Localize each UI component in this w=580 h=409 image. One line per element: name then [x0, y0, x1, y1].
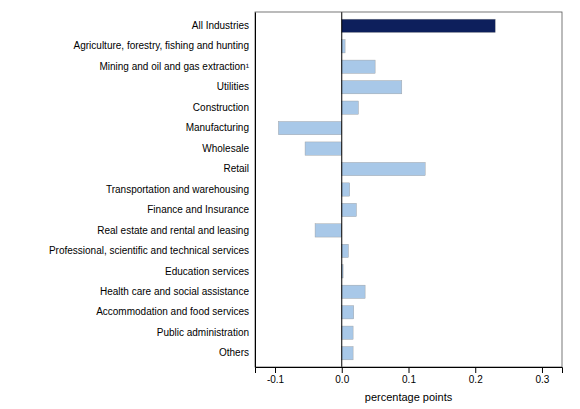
y-tick: Wholesale [202, 143, 255, 154]
y-tick-label: All Industries [192, 20, 249, 31]
x-tick: 0.0 [335, 367, 349, 385]
bar [342, 244, 349, 257]
y-tick-label: Real estate and rental and leasing [97, 225, 249, 236]
y-tick: Construction [193, 102, 255, 113]
bar [342, 347, 353, 360]
y-tick: Education services [165, 266, 255, 277]
y-tick-label: Transportation and warehousing [106, 184, 249, 195]
y-tick-label: Retail [223, 163, 249, 174]
zero-line [341, 12, 342, 367]
bar [342, 101, 359, 114]
y-tick: Utilities [217, 81, 255, 92]
x-tick-label: 0.0 [335, 374, 349, 385]
chart-svg: -0.1 0.0 0.1 0.2 0.3 All Industries Agricultur… [0, 0, 580, 409]
plot: -0.1 0.0 0.1 0.2 0.3 All Industries Agricultur… [49, 12, 563, 403]
y-tick-label: Utilities [217, 81, 249, 92]
bar [342, 60, 375, 73]
x-tick-label: 0.1 [402, 374, 416, 385]
y-tick: Health care and social assistance [100, 286, 255, 297]
bar [315, 224, 342, 237]
y-tick-label: Accommodation and food services [96, 306, 249, 317]
y-tick: Accommodation and food services [96, 306, 255, 317]
y-tick-label: Wholesale [202, 143, 249, 154]
bar [342, 326, 353, 339]
y-tick: Public administration [157, 327, 255, 338]
x-axis-line [256, 368, 563, 374]
y-tick: Manufacturing [186, 122, 255, 133]
x-tick-label: 0.2 [469, 374, 483, 385]
x-tick: -0.1 [267, 367, 285, 385]
bar [342, 183, 350, 196]
y-axis: All Industries Agriculture, forestry, fis… [49, 13, 256, 368]
plot-frame [255, 12, 562, 367]
x-tick-mark [275, 367, 276, 373]
y-tick: Transportation and warehousing [106, 184, 255, 195]
y-tick: Mining and oil and gas extraction¹ [99, 61, 255, 72]
bar [305, 142, 342, 155]
chart-container: -0.1 0.0 0.1 0.2 0.3 All Industries Agricultur… [0, 0, 580, 409]
y-tick: All Industries [192, 20, 255, 31]
y-tick: Others [219, 347, 255, 358]
x-axis-title: percentage points [365, 391, 453, 403]
bar [342, 19, 496, 32]
y-tick-label: Public administration [157, 327, 249, 338]
x-tick-mark [475, 367, 476, 373]
bars [278, 12, 495, 367]
x-tick-label: -0.1 [267, 374, 285, 385]
x-tick-label: 0.3 [536, 374, 550, 385]
bar [342, 162, 425, 175]
x-tick: 0.1 [402, 367, 416, 385]
y-tick-label: Finance and Insurance [147, 204, 249, 215]
bar [342, 203, 357, 216]
y-tick: Real estate and rental and leasing [97, 225, 255, 236]
y-tick-label: Manufacturing [186, 122, 249, 133]
x-tick-mark [342, 367, 343, 373]
y-axis-line [255, 13, 256, 368]
y-tick: Finance and Insurance [147, 204, 255, 215]
y-tick-label: Education services [165, 266, 249, 277]
bar [342, 306, 354, 319]
y-tick: Agriculture, forestry, fishing and hunti… [74, 40, 255, 51]
bar [342, 40, 345, 53]
x-tick: 0.3 [536, 367, 550, 385]
y-tick-label: Health care and social assistance [100, 286, 249, 297]
y-tick-label: Construction [193, 102, 249, 113]
x-axis: -0.1 0.0 0.1 0.2 0.3 [256, 367, 563, 385]
bar [342, 285, 365, 298]
x-tick: 0.2 [469, 367, 483, 385]
y-tick: Professional, scientific and technical s… [49, 245, 255, 256]
y-tick-label: Mining and oil and gas extraction¹ [99, 61, 249, 72]
y-tick-label: Others [219, 347, 249, 358]
x-tick-mark [542, 367, 543, 373]
bar [278, 121, 341, 134]
y-tick-label: Professional, scientific and technical s… [49, 245, 249, 256]
bar [342, 81, 402, 94]
y-tick-label: Agriculture, forestry, fishing and hunti… [74, 40, 249, 51]
x-tick-mark [409, 367, 410, 373]
y-tick: Retail [223, 163, 255, 174]
